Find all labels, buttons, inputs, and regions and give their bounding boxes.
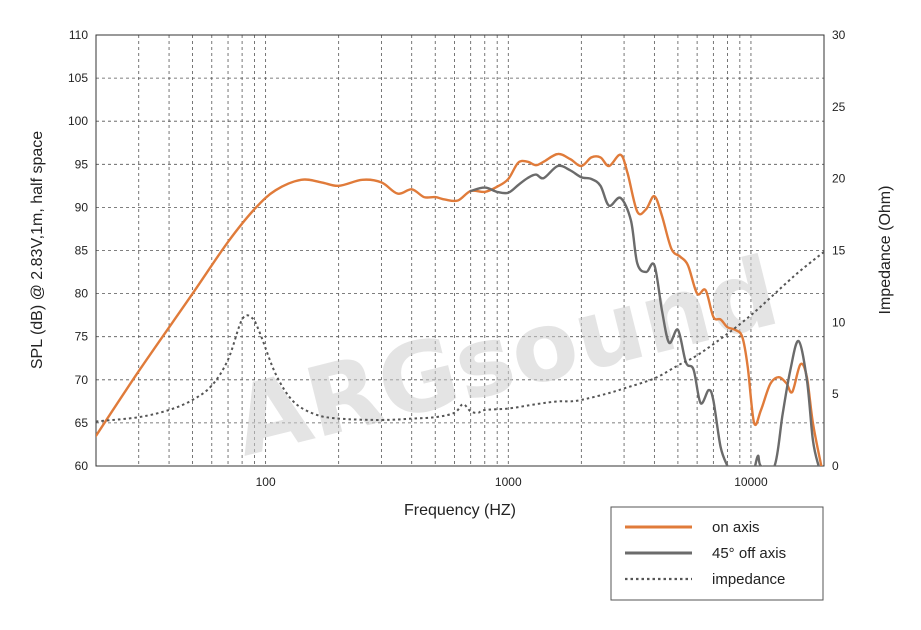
series-45-off-axis-hf [753, 339, 820, 466]
watermark-text: ARGsound [223, 235, 789, 478]
right-axis-ticks: 0 5 10 15 20 25 30 [832, 28, 846, 473]
legend-label-impedance: impedance [712, 571, 785, 588]
x-axis-title: Frequency (HZ) [404, 502, 516, 519]
y2-tick-label: 0 [832, 459, 839, 473]
y-tick-label: 60 [75, 459, 89, 473]
series-45-off-axis [469, 164, 729, 466]
y-tick-label: 70 [75, 373, 89, 387]
y2-tick-label: 5 [832, 387, 839, 401]
x-tick-label: 10000 [734, 475, 768, 489]
y-tick-label: 75 [75, 330, 89, 344]
plot-frame [95, 34, 825, 467]
y2-axis-title: Impedance (Ohm) [877, 186, 894, 315]
chart-series [96, 152, 824, 466]
y2-tick-label: 15 [832, 244, 846, 258]
x-tick-label: 1000 [495, 475, 522, 489]
legend: on axis 45° off axis impedance [610, 506, 824, 601]
y-axis-title: SPL (dB) @ 2.83V,1m, half space [29, 131, 46, 369]
y2-tick-label: 20 [832, 172, 846, 186]
x-tick-label: 100 [256, 475, 276, 489]
y-tick-label: 65 [75, 416, 89, 430]
chart-grid [96, 35, 824, 466]
y-tick-label: 85 [75, 244, 89, 258]
y2-tick-label: 10 [832, 315, 846, 329]
y-tick-label: 110 [69, 28, 88, 42]
x-axis-ticks: 100 1000 10000 [256, 475, 768, 489]
y-tick-label: 90 [75, 200, 89, 214]
legend-label-on-axis: on axis [712, 519, 760, 536]
y-tick-label: 95 [75, 157, 89, 171]
y2-tick-label: 25 [832, 100, 846, 114]
y2-tick-label: 30 [832, 28, 846, 42]
y-tick-label: 80 [75, 287, 89, 301]
y-tick-label: 100 [68, 114, 88, 128]
y-tick-label: 105 [68, 71, 88, 85]
series-on-axis [96, 152, 823, 466]
legend-label-off-axis: 45° off axis [712, 545, 786, 562]
left-axis-ticks: 60 65 70 75 80 85 90 95 100 105 110 [68, 28, 88, 473]
